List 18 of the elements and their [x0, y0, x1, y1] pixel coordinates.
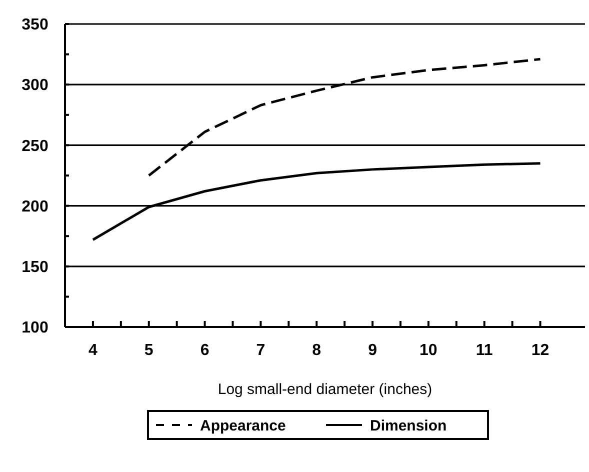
x-tick-label: 11 [476, 342, 493, 359]
x-axis-title: Log small-end diameter (inches) [218, 381, 432, 398]
x-tick-label: 6 [200, 342, 210, 359]
x-tick-label: 8 [312, 342, 322, 359]
legend-label: Appearance [200, 417, 286, 434]
legend-label: Dimension [370, 417, 447, 434]
y-tick-label: 300 [22, 77, 48, 94]
x-tick-label: 5 [144, 342, 154, 359]
y-tick-label: 200 [22, 198, 48, 216]
x-tick-label: 12 [531, 342, 550, 359]
x-tick-label: 9 [368, 342, 378, 359]
x-tick-label: 10 [420, 342, 438, 359]
x-tick-label: 4 [88, 342, 98, 359]
y-tick-label: 250 [22, 138, 48, 155]
y-tick-label: 350 [22, 16, 48, 34]
y-tick-label: 150 [22, 259, 48, 276]
x-tick-label: 7 [256, 342, 266, 359]
y-tick-label: 100 [22, 320, 48, 337]
